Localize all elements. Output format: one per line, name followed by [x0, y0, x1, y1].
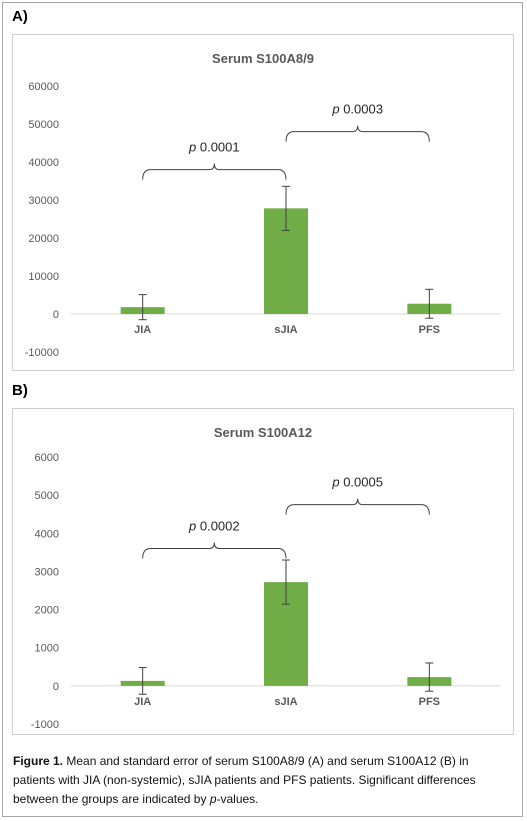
- y-tick-label: 30000: [28, 195, 59, 207]
- y-tick-label: -1000: [31, 719, 59, 731]
- significance-bracket: [142, 163, 287, 180]
- chart-a-svg: Serum S100A8/9 -10000 0 10000 20000 30000 4000…: [25, 51, 501, 359]
- x-tick-label: PFS: [419, 324, 440, 336]
- y-tick-label: 40000: [28, 157, 59, 169]
- y-tick-label: 2000: [35, 605, 59, 617]
- y-tick-label: 5000: [35, 490, 59, 502]
- y-tick-label: 20000: [28, 233, 59, 245]
- x-tick-label: sJIA: [274, 696, 297, 708]
- y-tick-label: 0: [53, 309, 59, 321]
- significance-bracket: [142, 542, 287, 559]
- x-tick-label: JIA: [134, 696, 151, 708]
- x-tick-label: sJIA: [274, 324, 297, 336]
- x-tick-label: JIA: [134, 324, 151, 336]
- caption-lead: Figure 1.: [13, 754, 64, 768]
- chart-title: Serum S100A8/9: [212, 51, 314, 66]
- y-tick-label: 6000: [35, 452, 59, 464]
- caption-text-1: Mean and standard error of serum S100A8/…: [13, 754, 476, 806]
- y-tick-label: 50000: [28, 119, 59, 131]
- figure-caption: Figure 1. Mean and standard error of ser…: [13, 752, 513, 809]
- chart-b-svg: Serum S100A12 -1000 0 1000 2000 3000 4000 5000 6…: [31, 425, 501, 731]
- y-tick-label: 3000: [35, 566, 59, 578]
- p-value-label: p 0.0002: [188, 519, 240, 534]
- y-tick-label: 4000: [35, 528, 59, 540]
- x-tick-label: PFS: [419, 696, 440, 708]
- caption-italic: p: [209, 792, 217, 806]
- p-value-label: p 0.0001: [188, 140, 240, 155]
- p-value-label: p 0.0005: [331, 475, 383, 490]
- y-tick-label: -10000: [25, 347, 59, 359]
- y-tick-label: 10000: [28, 271, 59, 283]
- significance-bracket: [285, 498, 430, 515]
- p-value-label: p 0.0003: [331, 102, 383, 117]
- caption-text-2: -values.: [216, 792, 259, 806]
- significance-bracket: [285, 125, 430, 142]
- panel-label-a: A): [12, 8, 28, 25]
- chart-title: Serum S100A12: [214, 425, 312, 440]
- y-tick-label: 1000: [35, 643, 59, 655]
- chart-panel-b: Serum S100A12 -1000 0 1000 2000 3000 4000 5000 6…: [12, 408, 514, 735]
- y-tick-label: 0: [53, 681, 59, 693]
- y-tick-label: 60000: [28, 81, 59, 93]
- panel-label-b: B): [12, 382, 28, 399]
- chart-panel-a: Serum S100A8/9 -10000 0 10000 20000 30000 4000…: [12, 34, 514, 371]
